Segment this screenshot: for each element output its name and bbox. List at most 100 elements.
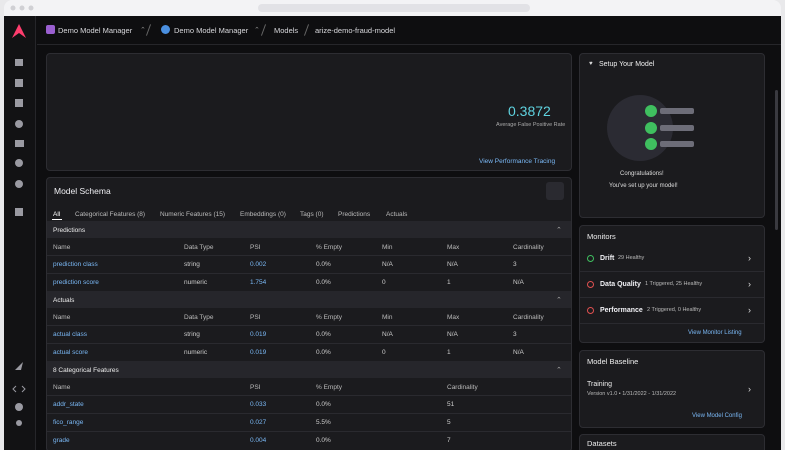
cell[interactable]: grade: [53, 437, 70, 444]
nav-icon[interactable]: [15, 79, 23, 87]
chevron[interactable]: ⌃: [254, 27, 260, 34]
tab[interactable]: Numeric Features (15): [160, 211, 226, 218]
cell: 0: [382, 279, 386, 286]
cell[interactable]: prediction class: [53, 261, 98, 268]
scrollbar[interactable]: [775, 90, 778, 230]
cell: 0.0%: [316, 279, 331, 286]
project-icon: [46, 25, 55, 34]
tab[interactable]: Categorical Features (8): [75, 211, 146, 218]
section-header: [47, 221, 571, 238]
row-divider: [47, 343, 571, 344]
column-header: Name: [53, 383, 71, 391]
section-header: [47, 291, 571, 308]
cell: 0.0%: [316, 401, 331, 408]
link[interactable]: View Model Config: [692, 413, 742, 419]
column-header: PSI: [250, 243, 261, 251]
status-icon: [587, 281, 594, 288]
column-header: PSI: [250, 383, 261, 391]
tab[interactable]: All: [53, 211, 61, 218]
link[interactable]: View Monitor Listing: [688, 330, 742, 336]
column-header: % Empty: [316, 313, 343, 321]
breadcrumb[interactable]: Demo Model Manager: [174, 26, 249, 35]
nav-icon[interactable]: [15, 140, 24, 147]
nav-icon[interactable]: [15, 208, 23, 216]
cell: 0.0%: [316, 331, 331, 338]
logo[interactable]: [12, 24, 26, 38]
panel: [579, 434, 765, 450]
address-bar[interactable]: [258, 4, 530, 12]
tab[interactable]: Tags (0): [300, 211, 324, 218]
panel-title: Monitors: [587, 232, 616, 241]
collapse-icon[interactable]: ⌃: [556, 366, 562, 374]
panel-title: Model Baseline: [587, 357, 639, 366]
nav-icon[interactable]: [16, 420, 22, 426]
breadcrumb[interactable]: arize-demo-fraud-model: [315, 26, 396, 35]
row-divider: [47, 255, 571, 256]
chevron[interactable]: ⌃: [140, 27, 146, 34]
row-divider: [47, 413, 571, 414]
cell: string: [184, 261, 200, 268]
nav-icon[interactable]: [15, 59, 23, 66]
cell: 1.754: [250, 279, 267, 286]
nav-icon[interactable]: [15, 99, 23, 107]
cell: 7: [447, 437, 451, 444]
column-header: Cardinality: [513, 313, 544, 321]
metric-value: 0.3872: [508, 103, 551, 119]
nav-icon[interactable]: [12, 385, 26, 393]
cell: 0.002: [250, 261, 267, 268]
column-header: PSI: [250, 313, 261, 321]
cell[interactable]: fico_range: [53, 419, 84, 426]
breadcrumb[interactable]: Demo Model Manager: [58, 26, 133, 35]
column-header: Max: [447, 313, 460, 321]
monitor-name[interactable]: Performance: [600, 307, 643, 314]
chevron[interactable]: ›: [748, 384, 751, 394]
monitor-name[interactable]: Data Quality: [600, 281, 641, 288]
cell[interactable]: actual class: [53, 331, 87, 338]
cell: N/A: [447, 331, 458, 338]
chevron[interactable]: ›: [748, 253, 751, 263]
cell: 1: [447, 349, 451, 356]
cell: string: [184, 331, 200, 338]
nav-icon[interactable]: [15, 159, 23, 167]
column-header: Min: [382, 243, 393, 251]
column-header: % Empty: [316, 383, 343, 391]
message: You've set up your model!: [609, 183, 678, 189]
tab[interactable]: Embeddings (0): [240, 211, 286, 218]
monitor-name[interactable]: Drift: [600, 255, 615, 262]
tab[interactable]: Actuals: [386, 211, 408, 218]
breadcrumb[interactable]: Models: [274, 26, 299, 35]
cell: 0.019: [250, 331, 267, 338]
chevron[interactable]: ›: [748, 305, 751, 315]
nav-icon[interactable]: [15, 180, 23, 188]
sidebar-icons: [12, 24, 26, 426]
message: Congratulations!: [620, 171, 664, 177]
metric-label: Average False Positive Rate: [496, 122, 566, 128]
tab[interactable]: Predictions: [338, 211, 371, 218]
check-icon: [645, 122, 657, 134]
cell: 0.0%: [316, 261, 331, 268]
cell[interactable]: prediction score: [53, 279, 99, 286]
column-header: Name: [53, 243, 71, 251]
baseline-detail: Version v1.0 • 1/31/2022 - 1/31/2022: [587, 391, 677, 397]
chevron[interactable]: ›: [748, 279, 751, 289]
panel-title: Datasets: [587, 439, 617, 448]
column-header: Data Type: [184, 243, 214, 251]
nav-icon[interactable]: [15, 120, 23, 128]
row-divider: [580, 297, 764, 298]
cell[interactable]: addr_state: [53, 401, 84, 408]
search-button[interactable]: [546, 182, 564, 200]
cell: 3: [513, 261, 517, 268]
column-header: % Empty: [316, 243, 343, 251]
cell: 51: [447, 401, 455, 408]
collapse-icon[interactable]: ⌃: [556, 226, 562, 234]
collapse-icon[interactable]: ⌃: [556, 296, 562, 304]
link[interactable]: View Performance Tracing: [479, 158, 556, 165]
nav-icon[interactable]: [15, 403, 23, 411]
row-divider: [580, 323, 764, 324]
column-header: Data Type: [184, 313, 214, 321]
check-bar: [660, 108, 694, 114]
nav-icon[interactable]: [15, 362, 23, 370]
cell: N/A: [382, 261, 393, 268]
panel: [46, 53, 572, 171]
cell[interactable]: actual score: [53, 349, 89, 356]
